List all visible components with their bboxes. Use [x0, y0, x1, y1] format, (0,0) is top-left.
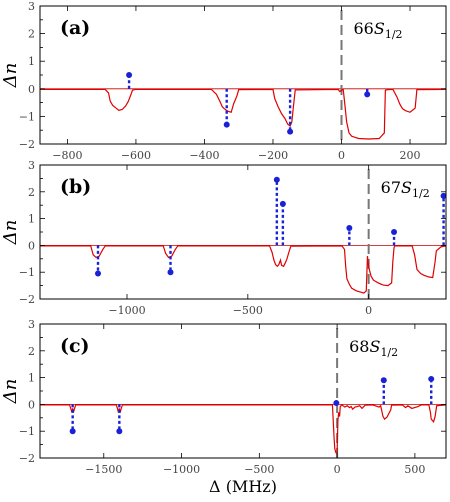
stem-point	[364, 91, 371, 98]
chart-panel-2: −2 −1 0 1 2 3 −1000 −500 0 (b) 67S1/2 Δn	[0, 159, 447, 317]
state-label: 68S1/2	[349, 337, 398, 359]
stem-point	[167, 269, 174, 276]
y-axis-label: Δn	[0, 379, 21, 405]
stem-point	[126, 72, 133, 78]
y-tick-label: 2	[28, 345, 35, 358]
y-tick-label: 0	[28, 398, 35, 411]
y-tick-label: 0	[28, 239, 35, 252]
state-label: 66S1/2	[354, 19, 403, 41]
y-tick-label: 3	[28, 318, 35, 331]
y-tick-label: 1	[28, 213, 35, 226]
x-tick-label: −1000	[108, 304, 145, 317]
x-tick-label: 500	[404, 463, 425, 476]
x-tick-label: 0	[365, 304, 372, 317]
chart-panel-1: −2 −1 0 1 2 3 −800 −600 −400 −200 0 200 (a) 66S1/2 Δn	[0, 0, 447, 162]
y-tick-label: 3	[28, 159, 35, 172]
simulation-curve	[40, 404, 447, 454]
x-tick-label: −500	[244, 463, 274, 476]
y-tick-label: 2	[28, 28, 35, 41]
plot-frame	[39, 323, 447, 459]
stem-point	[273, 176, 280, 183]
stem-point	[69, 428, 76, 435]
y-tick-label: −2	[19, 452, 35, 465]
panel-label: (c)	[60, 335, 90, 357]
x-tick-label: −200	[258, 149, 288, 162]
y-tick-label: 0	[28, 83, 35, 96]
x-tick-label: −400	[189, 149, 219, 162]
x-tick-label: −600	[121, 149, 151, 162]
stem-point	[333, 400, 340, 407]
x-tick-label: −800	[52, 149, 82, 162]
y-axis-label: Δn	[0, 220, 21, 246]
x-tick-label: −1500	[85, 463, 122, 476]
stem-point	[95, 270, 101, 277]
stem-point	[279, 200, 286, 207]
x-tick-label: −500	[233, 304, 263, 317]
simulation-curve	[40, 245, 447, 294]
stem-point	[440, 192, 447, 199]
y-tick-label: 1	[28, 55, 35, 68]
stem-point	[391, 229, 398, 235]
state-label: 67S1/2	[381, 178, 430, 200]
y-tick-label: −2	[19, 293, 35, 306]
chart-panel-3: −2 −1 0 1 2 3 −1500 −1000 −500 0 500 (c) 68S1/2 Δn	[0, 318, 447, 476]
stem-point	[116, 428, 123, 435]
stem-point	[223, 121, 230, 128]
x-tick-label: −1000	[163, 463, 200, 476]
panel-label: (b)	[60, 176, 91, 198]
x-tick-label: 200	[400, 149, 421, 162]
y-tick-label: −1	[19, 266, 35, 279]
stem-point	[287, 128, 294, 135]
x-axis-label: Δ (MHz)	[209, 477, 277, 496]
simulation-curve	[40, 88, 447, 140]
x-tick-label: 0	[334, 463, 341, 476]
y-tick-label: 1	[28, 372, 35, 385]
x-tick-label: 0	[338, 149, 345, 162]
panel-label: (a)	[60, 17, 90, 39]
stem-point	[428, 375, 435, 382]
y-tick-label: −1	[19, 425, 35, 438]
y-axis-label: Δn	[0, 63, 21, 89]
y-tick-label: −1	[19, 110, 35, 123]
y-tick-label: 2	[28, 186, 35, 199]
y-tick-label: 3	[28, 0, 35, 13]
stem-point	[346, 224, 353, 231]
y-tick-label: −2	[19, 138, 35, 151]
stem-point	[380, 377, 387, 384]
